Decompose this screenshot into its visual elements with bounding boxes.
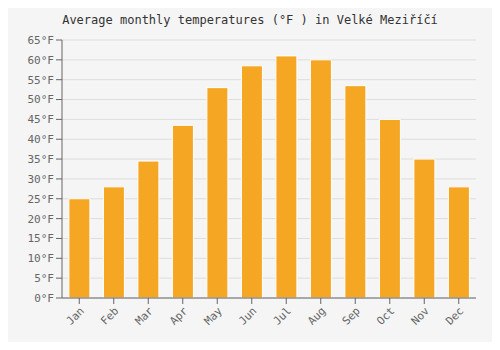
svg-text:Nov: Nov: [409, 304, 433, 328]
svg-text:May: May: [202, 304, 226, 328]
svg-text:Apr: Apr: [167, 304, 191, 328]
svg-text:Jul: Jul: [271, 304, 294, 327]
svg-text:50°F: 50°F: [28, 93, 55, 106]
svg-text:Feb: Feb: [98, 304, 121, 327]
svg-text:Jun: Jun: [236, 304, 259, 327]
svg-text:55°F: 55°F: [28, 74, 55, 87]
svg-text:45°F: 45°F: [28, 113, 55, 126]
svg-text:Dec: Dec: [443, 304, 466, 327]
svg-text:Mar: Mar: [133, 304, 157, 328]
html-text:Average monthly temperatures (: Average monthly temperatures (°F ) in Ve…: [62, 13, 438, 27]
svg-text:65°F: 65°F: [28, 34, 55, 47]
svg-text:25°F: 25°F: [28, 193, 55, 206]
svg-text:10°F: 10°F: [28, 252, 55, 265]
svg-text:0°F: 0°F: [34, 292, 54, 305]
svg-text:15°F: 15°F: [28, 232, 55, 245]
svg-text:Sep: Sep: [340, 304, 363, 327]
svg-text:Oct: Oct: [374, 304, 397, 327]
svg-text:5°F: 5°F: [34, 272, 54, 285]
svg-text:40°F: 40°F: [28, 133, 55, 146]
svg-text:Jan: Jan: [64, 304, 87, 327]
svg-text:30°F: 30°F: [28, 173, 55, 186]
svg-text:Aug: Aug: [305, 304, 328, 327]
svg-text:20°F: 20°F: [28, 213, 55, 226]
svg-text:60°F: 60°F: [28, 54, 55, 67]
svg-text:35°F: 35°F: [28, 153, 55, 166]
